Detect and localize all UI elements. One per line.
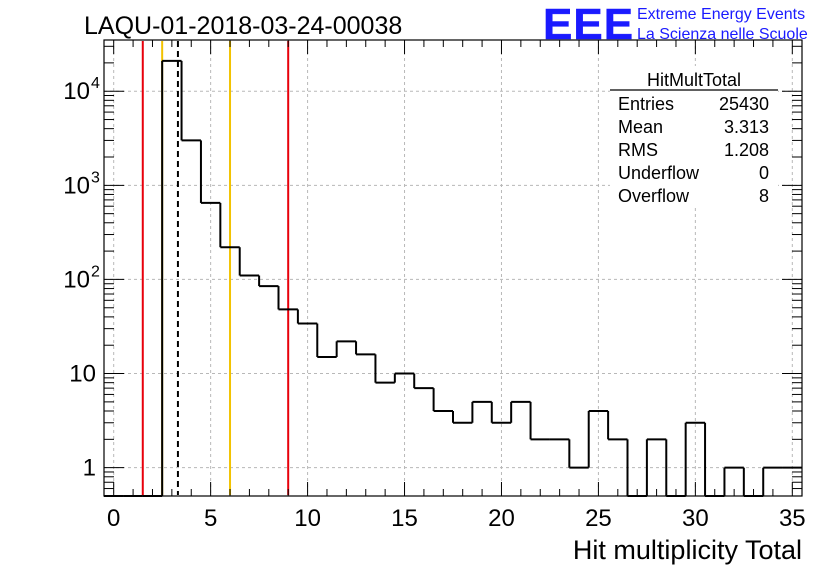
y-tick-exponent: 2 <box>91 263 100 280</box>
y-tick-label: 10 <box>63 266 90 293</box>
stats-box-title: HitMultTotal <box>647 70 741 90</box>
stats-value-mean: 3.313 <box>724 117 769 137</box>
y-tick-exponent: 4 <box>91 75 100 92</box>
stats-label-mean: Mean <box>618 117 663 137</box>
stats-value-rms: 1.208 <box>724 140 769 160</box>
x-tick-label: 15 <box>391 505 418 532</box>
eee-logo: EEE Extreme Energy Events La Scienza nel… <box>543 0 808 49</box>
stats-value-underflow: 0 <box>759 163 769 183</box>
stats-label-entries: Entries <box>618 94 674 114</box>
x-tick-label: 25 <box>585 505 612 532</box>
logo-line-2: La Scienza nelle Scuole <box>637 26 808 43</box>
stats-value-overflow: 8 <box>759 186 769 206</box>
y-tick-exponent: 3 <box>91 169 100 186</box>
logo-mark: EEE <box>543 0 634 49</box>
y-tick-label: 10 <box>63 78 90 105</box>
stats-box: HitMultTotal Entries 25430 Mean 3.313 RM… <box>610 66 778 206</box>
stats-label-overflow: Overflow <box>618 186 690 206</box>
grid <box>104 40 802 496</box>
stats-label-underflow: Underflow <box>618 163 700 183</box>
x-tick-label: 30 <box>682 505 709 532</box>
stats-value-entries: 25430 <box>719 94 769 114</box>
y-tick-label: 1 <box>83 455 96 482</box>
x-tick-label: 10 <box>294 505 321 532</box>
x-tick-label: 5 <box>204 505 217 532</box>
logo-line-1: Extreme Energy Events <box>637 6 805 23</box>
plot-frame <box>103 39 803 497</box>
x-tick-label: 35 <box>779 505 806 532</box>
x-tick-label: 0 <box>107 505 120 532</box>
x-tick-label: 20 <box>488 505 515 532</box>
axis-ticks <box>104 40 802 497</box>
chart-title: LAQU-01-2018-03-24-00038 <box>84 12 402 40</box>
y-tick-label: 10 <box>63 172 90 199</box>
stats-label-rms: RMS <box>618 140 658 160</box>
stats-box-background <box>610 66 778 206</box>
x-axis-label: Hit multiplicity Total <box>573 535 802 565</box>
histogram-series <box>104 59 802 497</box>
y-tick-label: 10 <box>69 361 96 388</box>
